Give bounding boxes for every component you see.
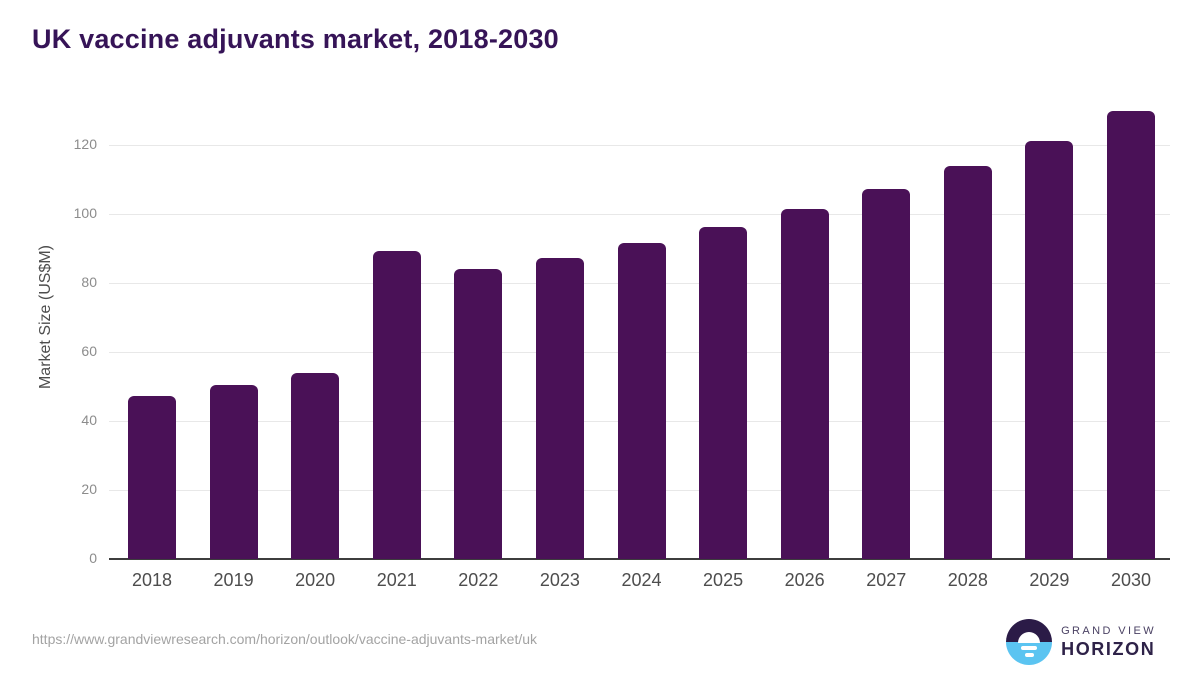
y-tick-label-80: 80 — [81, 274, 97, 291]
x-tick-label-2030: 2030 — [1110, 570, 1152, 590]
bar-2024 — [617, 242, 666, 559]
x-axis-line — [109, 558, 1170, 560]
y-tick-label-20: 20 — [81, 481, 97, 498]
logo-grand-view-label: GRAND VIEW — [1061, 624, 1156, 637]
x-tick-label-2023: 2023 — [539, 570, 580, 590]
chart-title: UK vaccine adjuvants market, 2018-2030 — [32, 24, 559, 54]
bar-2026 — [780, 209, 829, 559]
x-tick-label-2024: 2024 — [621, 570, 662, 590]
y-tick-label-40: 40 — [81, 412, 97, 429]
y-axis-title: Market Size (US$M) — [37, 244, 54, 390]
bar-2030 — [1107, 110, 1155, 559]
grand-view-horizon-logo: GRAND VIEW HORIZON — [1006, 619, 1156, 665]
x-tick-label-2020: 2020 — [295, 570, 336, 590]
bar-2020 — [291, 373, 340, 559]
x-tick-label-2026: 2026 — [784, 570, 825, 590]
sun-reflection-line — [1021, 646, 1038, 650]
x-tick-label-2029: 2029 — [1029, 570, 1070, 590]
x-tick-label-2019: 2019 — [213, 570, 254, 590]
y-tick-label-120: 120 — [73, 136, 97, 153]
logo-horizon-label: HORIZON — [1061, 638, 1156, 659]
y-tick-label-100: 100 — [73, 205, 97, 222]
bar-2029 — [1025, 141, 1074, 559]
sun-reflection-line — [1024, 653, 1034, 657]
bar-2018 — [128, 396, 176, 559]
x-tick-label-2022: 2022 — [458, 570, 499, 590]
bar-2021 — [372, 251, 421, 559]
bar-2022 — [454, 269, 503, 559]
x-tick-label-2018: 2018 — [131, 570, 173, 590]
y-tick-label-0: 0 — [89, 550, 97, 566]
bar-2027 — [862, 188, 911, 559]
x-tick-label-2025: 2025 — [703, 570, 744, 590]
bar-2028 — [943, 165, 992, 559]
logo-text: GRAND VIEW HORIZON — [1061, 625, 1156, 660]
sun-shape — [1018, 632, 1041, 643]
y-tick-label-60: 60 — [81, 343, 97, 360]
gridline-100 — [109, 214, 1170, 216]
bar-2023 — [535, 258, 584, 559]
x-tick-label-2028: 2028 — [947, 570, 988, 590]
x-tick-label-2021: 2021 — [376, 570, 417, 590]
gridline-120 — [109, 145, 1170, 147]
bar-2025 — [699, 226, 748, 559]
x-tick-label-2027: 2027 — [866, 570, 907, 590]
plot-area: 0 20 40 60 80 100 120 2018 2019 2020 2021 2022 2023 2… — [74, 97, 1170, 590]
horizon-sunset-icon — [1006, 619, 1053, 665]
source-url: https://www.grandviewresearch.com/horizo… — [32, 631, 538, 647]
bar-2019 — [209, 385, 258, 559]
